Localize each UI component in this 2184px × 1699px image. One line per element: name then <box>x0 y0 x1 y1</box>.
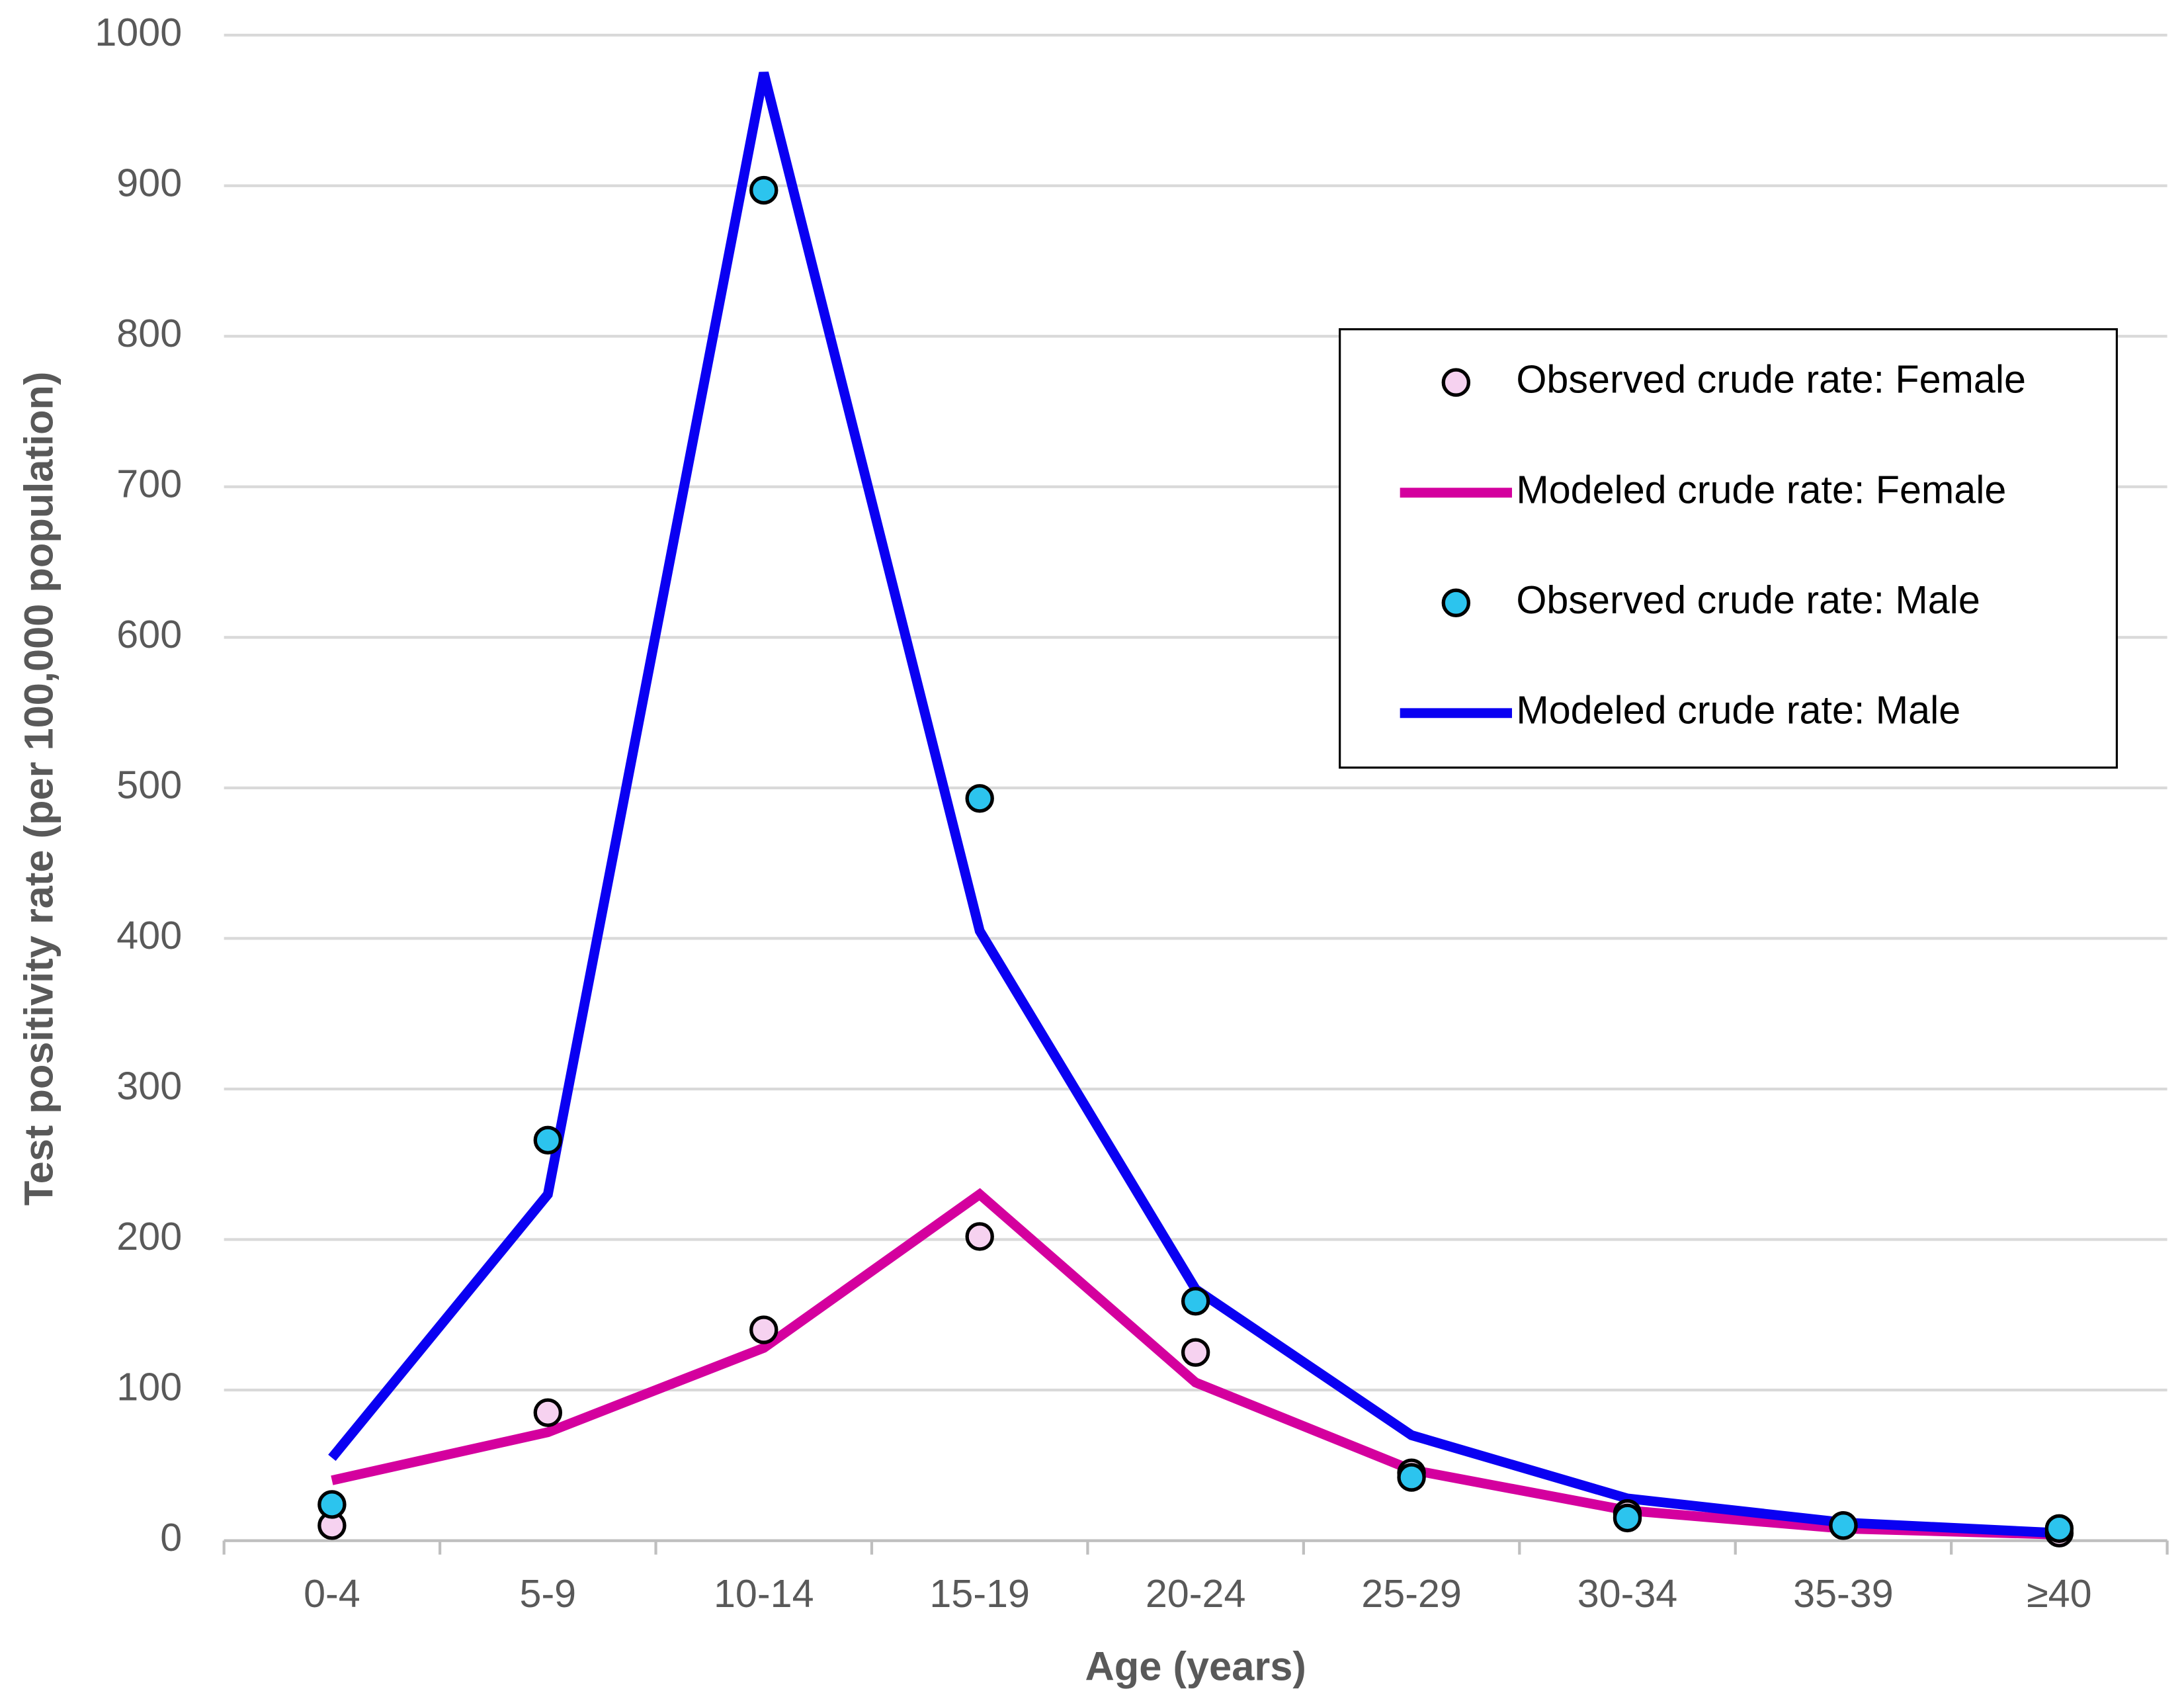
y-tick-label: 0 <box>160 1515 182 1559</box>
data-point <box>1397 1463 1426 1492</box>
x-tick-label: 35-39 <box>1793 1571 1894 1616</box>
data-point <box>533 1398 563 1427</box>
y-tick-label: 800 <box>116 311 182 355</box>
x-tick-label: 5-9 <box>520 1571 577 1616</box>
x-tick-label: 30-34 <box>1577 1571 1678 1616</box>
y-tick-label: 600 <box>116 612 182 656</box>
y-tick-label: 100 <box>116 1365 182 1409</box>
line-series <box>331 1188 2060 1540</box>
legend-box <box>1339 328 2118 769</box>
data-point <box>749 175 778 205</box>
y-tick-label: 200 <box>116 1214 182 1258</box>
x-tick-label: ≥40 <box>2027 1571 2091 1616</box>
data-point <box>533 1125 563 1155</box>
data-point <box>1181 1338 1210 1367</box>
y-tick-label: 400 <box>116 913 182 957</box>
y-tick-label: 300 <box>116 1064 182 1108</box>
x-tick-label: 20-24 <box>1146 1571 1246 1616</box>
x-tick-label: 0-4 <box>304 1571 360 1616</box>
x-tick-label: 25-29 <box>1361 1571 1462 1616</box>
x-tick-label: 15-19 <box>929 1571 1030 1616</box>
legend: Observed crude rate: Female Modeled crude… <box>1339 328 2118 769</box>
data-point <box>965 784 994 813</box>
legend-label: Modeled crude rate: Female <box>1516 467 2006 511</box>
y-tick-label: 700 <box>116 461 182 505</box>
y-tick-label: 1000 <box>95 10 182 54</box>
data-point <box>749 1315 778 1344</box>
data-point <box>2044 1514 2074 1544</box>
y-tick-label: 500 <box>116 763 182 807</box>
x-tick-label: 10-14 <box>714 1571 814 1616</box>
data-point <box>965 1222 994 1251</box>
data-point <box>317 1490 347 1519</box>
legend-swatch <box>1441 368 1471 397</box>
data-point <box>1613 1503 1642 1533</box>
legend-label: Observed crude rate: Female <box>1516 357 2026 402</box>
y-tick-label: 900 <box>116 160 182 204</box>
legend-swatch <box>1441 588 1471 617</box>
legend-label: Modeled crude rate: Male <box>1516 687 1960 732</box>
x-axis-title: Age (years) <box>1085 1644 1306 1690</box>
data-point <box>1829 1511 1858 1540</box>
data-point <box>1181 1287 1210 1316</box>
y-axis-title: Test positivity rate (per 100,000 popula… <box>17 372 62 1206</box>
legend-label: Observed crude rate: Male <box>1516 578 1980 622</box>
